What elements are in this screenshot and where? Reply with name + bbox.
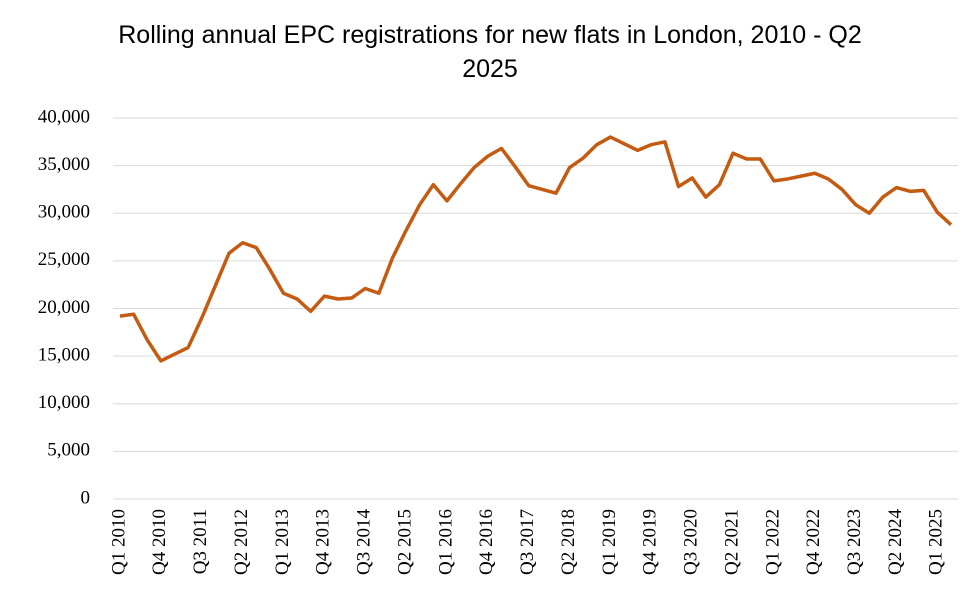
x-tick-label: Q3 2011 <box>190 509 211 574</box>
y-tick-label: 5,000 <box>47 440 90 461</box>
y-tick-label: 10,000 <box>38 392 90 413</box>
x-tick-label: Q3 2014 <box>354 509 375 575</box>
x-tick-label: Q2 2021 <box>721 509 742 575</box>
x-tick-label: Q2 2015 <box>394 509 415 575</box>
x-tick-label: Q4 2010 <box>149 509 170 575</box>
x-tick-label: Q3 2017 <box>517 509 538 575</box>
y-tick-label: 35,000 <box>38 154 90 175</box>
y-tick-label: 15,000 <box>38 344 90 365</box>
x-tick-label: Q2 2018 <box>558 509 579 575</box>
y-tick-label: 25,000 <box>38 249 90 270</box>
x-tick-label: Q4 2019 <box>640 509 661 575</box>
y-tick-label: 0 <box>81 487 91 508</box>
x-tick-label: Q1 2022 <box>762 509 783 575</box>
y-tick-label: 30,000 <box>38 202 90 223</box>
x-tick-label: Q2 2024 <box>885 509 906 575</box>
chart-title: Rolling annual EPC registrations for new… <box>118 21 862 83</box>
x-tick-label: Q1 2025 <box>926 509 947 575</box>
x-tick-label: Q4 2016 <box>476 509 497 575</box>
x-tick-label: Q1 2016 <box>435 509 456 575</box>
y-tick-label: 40,000 <box>38 106 90 127</box>
x-tick-label: Q3 2020 <box>681 509 702 575</box>
x-tick-label: Q1 2013 <box>272 509 293 575</box>
x-tick-label: Q1 2010 <box>108 509 129 575</box>
data-line <box>119 135 953 363</box>
x-tick-label: Q1 2019 <box>599 509 620 575</box>
y-tick-label: 20,000 <box>38 297 90 318</box>
x-tick-label: Q4 2013 <box>313 509 334 575</box>
x-tick-label: Q2 2012 <box>231 509 252 575</box>
x-tick-label: Q3 2023 <box>844 509 865 575</box>
x-tick-label: Q4 2022 <box>803 509 824 575</box>
